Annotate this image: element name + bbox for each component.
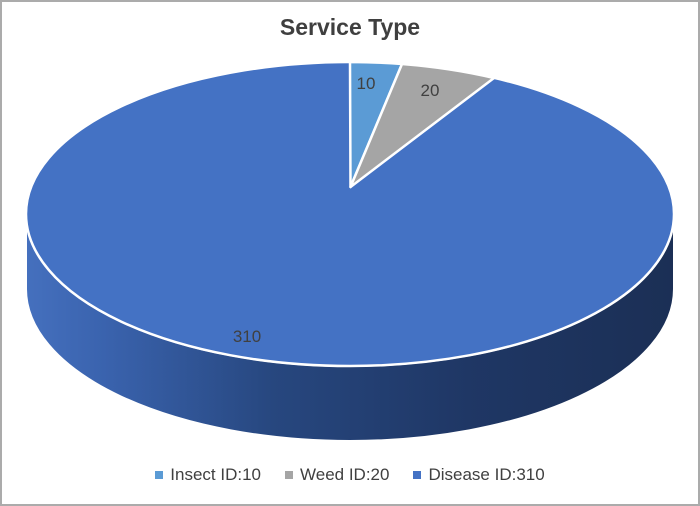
legend-item-insect: Insect ID:10 xyxy=(155,465,261,485)
chart-title: Service Type xyxy=(279,14,421,40)
legend: Insect ID:10 Weed ID:20 Disease ID:310 xyxy=(2,465,698,485)
legend-label-weed: Weed ID:20 xyxy=(300,465,390,484)
pie-slice-weed xyxy=(349,62,496,189)
legend-swatch-weed-icon xyxy=(285,471,293,479)
legend-swatch-disease-icon xyxy=(413,471,422,479)
legend-swatch-insect-icon xyxy=(155,471,164,479)
legend-item-disease: Disease ID:310 xyxy=(413,465,545,485)
slice-label-insect: 10 xyxy=(357,74,376,93)
legend-label-disease: Disease ID:310 xyxy=(428,465,545,484)
slice-label-weed: 20 xyxy=(421,81,440,100)
legend-label-insect: Insect ID:10 xyxy=(170,465,261,484)
slice-label-disease: 310 xyxy=(233,327,261,346)
legend-item-weed: Weed ID:20 xyxy=(285,465,389,485)
